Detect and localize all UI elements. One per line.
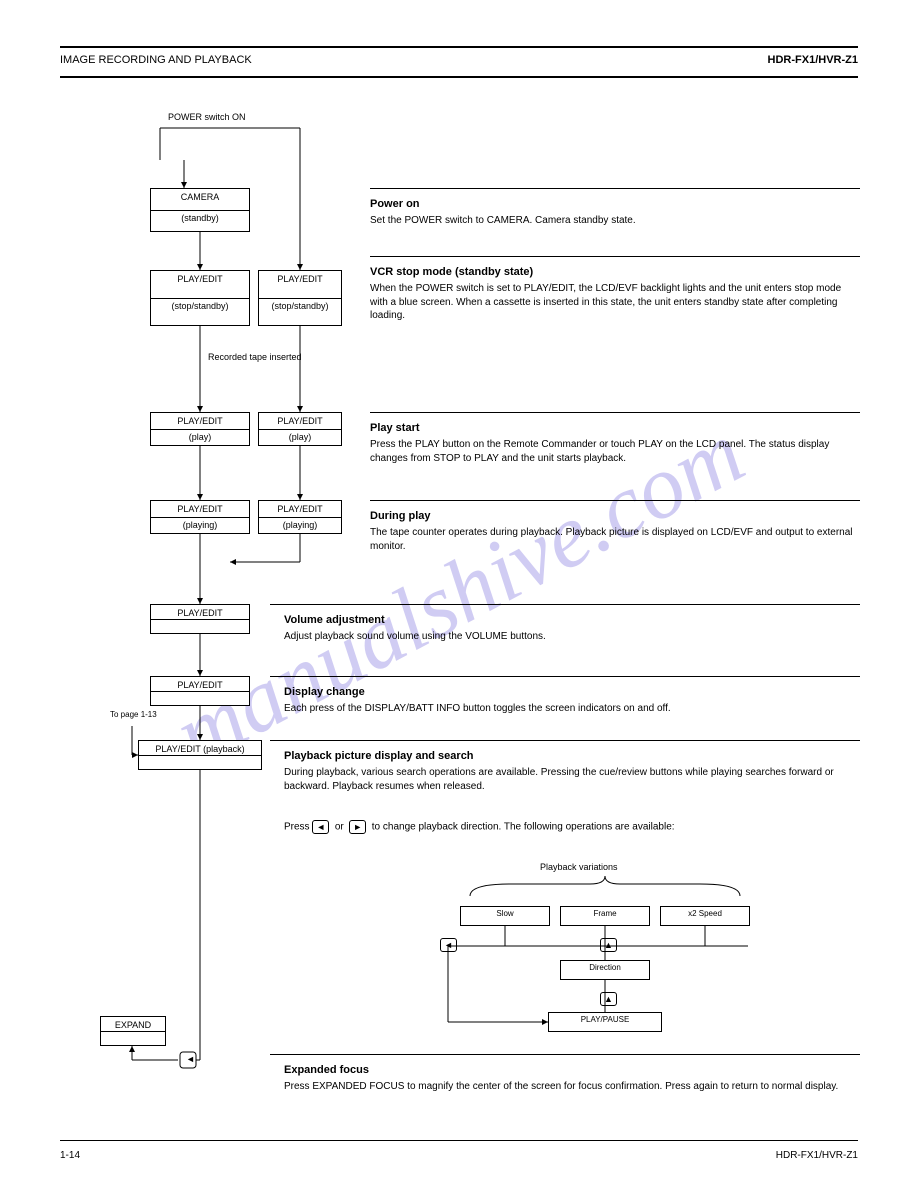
playback-intro: Press ◄ or ► to change playback directio…: [284, 820, 844, 834]
label-to-page: To page 1-13: [110, 710, 157, 719]
flow-node-n4: PLAY/EDIT (playing): [150, 500, 250, 534]
section-rule: [270, 1054, 860, 1055]
section-rule: [370, 500, 860, 501]
section-body: During playback, various search operatio…: [284, 766, 860, 793]
section-body: Press EXPANDED FOCUS to magnify the cent…: [284, 1080, 860, 1094]
label-tape-inserted: Recorded tape inserted: [208, 352, 302, 362]
node-label-bottom: (stop/standby): [155, 301, 245, 311]
section-title: Playback picture display and search: [284, 750, 474, 762]
flow-node-n3b: PLAY/EDIT (play): [258, 412, 342, 446]
section-body: When the POWER switch is set to PLAY/EDI…: [370, 282, 860, 323]
node-label-top: PLAY/EDIT: [263, 504, 337, 514]
flow-node-n4b: PLAY/EDIT (playing): [258, 500, 342, 534]
tree-node: x2 Speed: [660, 906, 750, 926]
brace-label: Playback variations: [540, 862, 618, 872]
key-up-icon-2: ▲: [600, 992, 617, 1006]
flow-node-n2: PLAY/EDIT (stop/standby): [150, 270, 250, 326]
node-label-bottom: (play): [155, 432, 245, 442]
flow-node-n1: CAMERA (standby): [150, 188, 250, 232]
tree-node: PLAY/PAUSE: [548, 1012, 662, 1032]
node-label-top: PLAY/EDIT (playback): [143, 744, 257, 754]
section-rule: [370, 256, 860, 257]
tree-node: Direction: [560, 960, 650, 980]
node-label-bottom: (playing): [155, 520, 245, 530]
key-left-icon: ◄: [312, 820, 329, 834]
section-rule: [270, 676, 860, 677]
section-rule: [370, 412, 860, 413]
node-label-top: PLAY/EDIT: [263, 274, 337, 284]
node-label-top: CAMERA: [155, 192, 245, 202]
node-label-top: EXPAND: [105, 1020, 161, 1030]
flow-node-n3: PLAY/EDIT (play): [150, 412, 250, 446]
node-label-bottom: (standby): [155, 213, 245, 223]
section-rule: [270, 604, 860, 605]
section-body: The tape counter operates during playbac…: [370, 526, 860, 553]
spine-key-icon: ◄: [183, 1053, 198, 1065]
section-title: Power on: [370, 198, 420, 210]
section-body: Press the PLAY button on the Remote Comm…: [370, 438, 860, 465]
flow-node-n7: PLAY/EDIT (playback): [138, 740, 262, 770]
node-label-bottom: (stop/standby): [263, 301, 337, 311]
section-rule: [270, 740, 860, 741]
flow-node-n2b: PLAY/EDIT (stop/standby): [258, 270, 342, 326]
node-label-top: PLAY/EDIT: [155, 416, 245, 426]
key-back-icon: ◄: [440, 938, 457, 952]
flowchart-connectors: [0, 0, 918, 1188]
node-label-top: PLAY/EDIT: [155, 274, 245, 284]
section-title: Expanded focus: [284, 1064, 369, 1076]
section-title: Play start: [370, 422, 420, 434]
section-body: Set the POWER switch to CAMERA. Camera s…: [370, 214, 860, 228]
section-body: Each press of the DISPLAY/BATT INFO butt…: [284, 702, 860, 716]
key-right-icon: ►: [349, 820, 366, 834]
section-title: VCR stop mode (standby state): [370, 266, 533, 278]
label-power-on: POWER switch ON: [168, 112, 246, 122]
node-label-top: PLAY/EDIT: [155, 608, 245, 618]
node-label-top: PLAY/EDIT: [155, 504, 245, 514]
flow-node-n8: EXPAND: [100, 1016, 166, 1046]
section-body: Adjust playback sound volume using the V…: [284, 630, 860, 644]
section-title: During play: [370, 510, 431, 522]
flow-node-n6: PLAY/EDIT: [150, 676, 250, 706]
node-label-bottom: (play): [263, 432, 337, 442]
node-label-top: PLAY/EDIT: [263, 416, 337, 426]
flow-node-n5: PLAY/EDIT: [150, 604, 250, 634]
section-title: Volume adjustment: [284, 614, 385, 626]
tree-node: Frame: [560, 906, 650, 926]
node-label-bottom: (playing): [263, 520, 337, 530]
key-up-icon: ▲: [600, 938, 617, 952]
tree-node: Slow: [460, 906, 550, 926]
node-label-top: PLAY/EDIT: [155, 680, 245, 690]
section-rule: [370, 188, 860, 189]
section-title: Display change: [284, 686, 365, 698]
